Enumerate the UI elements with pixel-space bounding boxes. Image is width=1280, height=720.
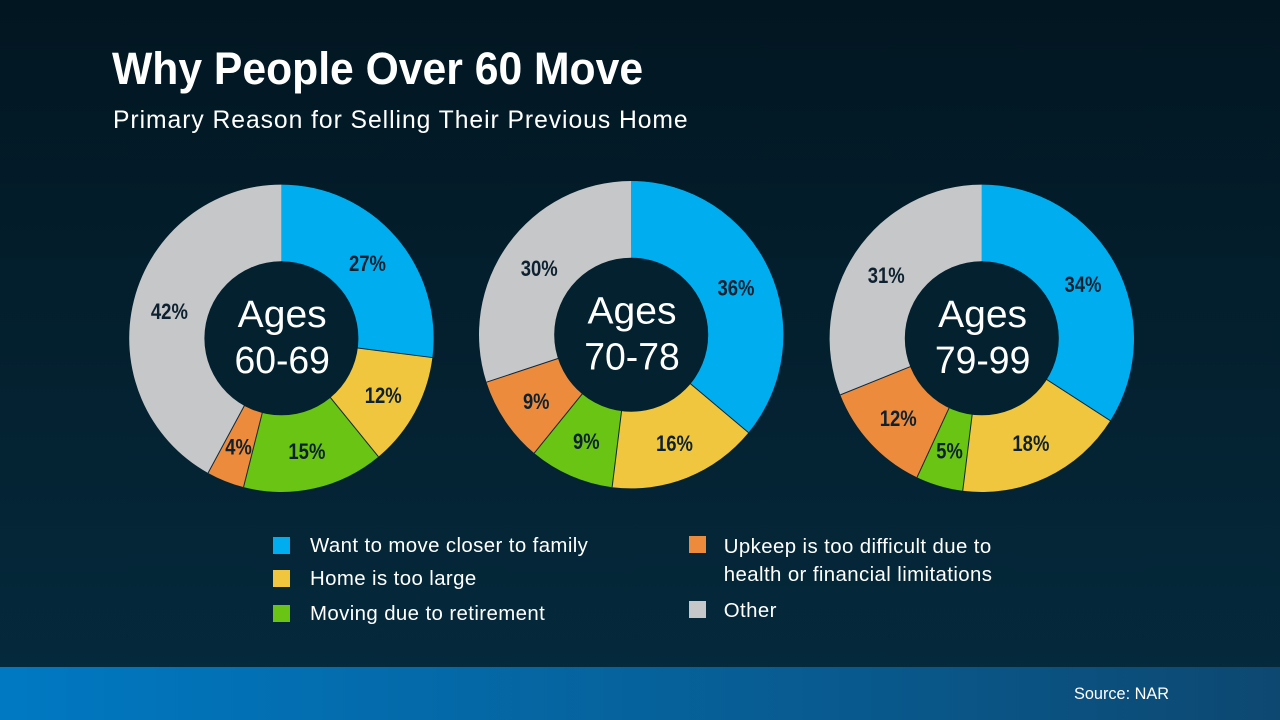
svg-text:12%: 12% — [880, 406, 917, 431]
svg-text:79-99: 79-99 — [935, 340, 1031, 382]
svg-text:30%: 30% — [521, 256, 558, 281]
svg-text:9%: 9% — [523, 389, 550, 414]
svg-text:34%: 34% — [1065, 272, 1102, 297]
svg-text:4%: 4% — [225, 434, 252, 459]
svg-text:9%: 9% — [573, 429, 600, 454]
svg-text:18%: 18% — [1012, 431, 1049, 456]
svg-text:70-78: 70-78 — [584, 336, 680, 378]
svg-text:15%: 15% — [288, 439, 325, 464]
svg-text:31%: 31% — [868, 263, 905, 288]
svg-text:36%: 36% — [718, 275, 755, 300]
svg-text:Ages: Ages — [238, 294, 327, 336]
svg-text:27%: 27% — [349, 251, 386, 276]
svg-text:Ages: Ages — [938, 294, 1027, 336]
svg-text:42%: 42% — [151, 299, 188, 324]
svg-text:16%: 16% — [656, 431, 693, 456]
svg-text:5%: 5% — [936, 438, 963, 463]
svg-text:12%: 12% — [365, 383, 402, 408]
svg-text:Ages: Ages — [588, 291, 677, 333]
svg-text:60-69: 60-69 — [234, 340, 330, 382]
